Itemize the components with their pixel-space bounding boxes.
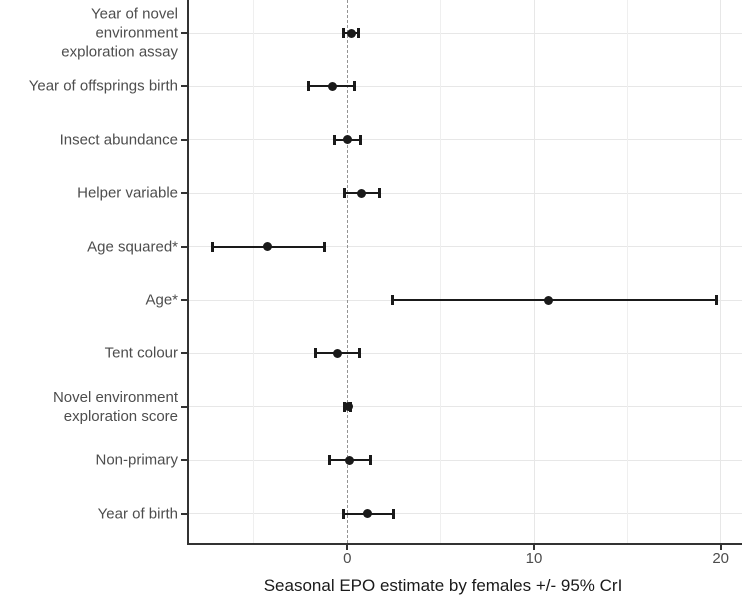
y-axis-label: Age* [145, 291, 178, 309]
y-axis-tick [181, 32, 187, 34]
gridline-vertical-major [720, 0, 722, 543]
x-axis-tick [719, 545, 722, 550]
error-bar-cap-left [328, 455, 332, 466]
error-bar-cap-right [369, 455, 373, 466]
gridline-vertical-minor [253, 0, 255, 543]
gridline-horizontal [189, 513, 742, 515]
y-axis-label: Insect abundance [59, 131, 178, 149]
y-axis-label: Tent colour [104, 344, 178, 362]
y-axis-tick [181, 352, 187, 355]
x-axis-tick-label: 10 [525, 550, 543, 567]
point-estimate [327, 81, 337, 91]
gridline-horizontal [189, 352, 742, 354]
point-estimate [262, 242, 272, 252]
y-axis-label: Year of offsprings birth [28, 77, 178, 95]
y-axis-tick [181, 192, 187, 195]
error-bar-cap-left [390, 295, 394, 305]
error-bar-cap-right [392, 508, 396, 519]
gridline-horizontal [189, 139, 742, 141]
error-bar-cap-left [306, 81, 310, 92]
error-bar-cap-left [342, 508, 346, 519]
x-axis-tick-label: 0 [343, 550, 352, 567]
point-estimate [346, 28, 356, 38]
point-estimate [544, 295, 554, 305]
point-estimate [356, 188, 366, 198]
error-bar-cap-right [357, 348, 361, 359]
gridline-horizontal [189, 192, 742, 194]
x-axis-title: Seasonal EPO estimate by females +/- 95%… [263, 576, 623, 595]
error-bar-cap-left [314, 348, 318, 359]
y-axis-label: Helper variable [77, 184, 178, 202]
y-axis-tick [181, 245, 187, 248]
error-bar-cap-right [715, 295, 719, 305]
gridline-vertical-minor [626, 0, 628, 543]
error-bar-cap-left [342, 188, 346, 199]
y-axis-tick [181, 85, 187, 88]
y-axis-label: Novel environment exploration score [52, 388, 178, 425]
x-axis-tick [533, 545, 535, 550]
error-bar-cap-right [323, 241, 327, 252]
y-axis-label: Year of novel environment exploration assa… [61, 5, 178, 61]
error-bar-cap-right [377, 188, 381, 199]
error-bar-cap-left [211, 241, 215, 252]
x-axis-tick-label: 20 [712, 550, 730, 567]
error-bar-cap-left [332, 134, 336, 145]
x-axis-tick [346, 545, 349, 550]
y-axis-label: Age squared* [87, 238, 178, 256]
gridline-horizontal [189, 406, 742, 408]
plot-panel [187, 0, 742, 545]
error-bar-cap-right [357, 28, 360, 38]
y-axis-label: Non-primary [95, 451, 178, 469]
point-estimate [342, 135, 352, 145]
gridline-horizontal [189, 246, 742, 248]
point-estimate [343, 402, 353, 412]
error-bar-cap-right [353, 81, 357, 92]
point-estimate [332, 348, 342, 358]
gridline-horizontal [189, 459, 742, 461]
gridline-vertical-minor [440, 0, 442, 543]
y-axis-tick [181, 459, 187, 462]
gridline-horizontal [189, 32, 742, 34]
y-axis-tick [181, 405, 187, 408]
y-axis-label: Year of birth [97, 505, 178, 523]
gridline-horizontal [189, 85, 742, 87]
y-axis-tick [181, 299, 187, 301]
point-estimate [344, 455, 354, 465]
error-bar-line [392, 299, 717, 301]
y-axis-tick [181, 138, 187, 141]
zero-reference-line [346, 0, 348, 543]
error-bar-cap-left [342, 28, 346, 38]
error-bar-cap-right [358, 134, 362, 145]
y-axis-tick [181, 512, 187, 515]
gridline-vertical-major [533, 0, 535, 543]
point-estimate [363, 509, 373, 519]
